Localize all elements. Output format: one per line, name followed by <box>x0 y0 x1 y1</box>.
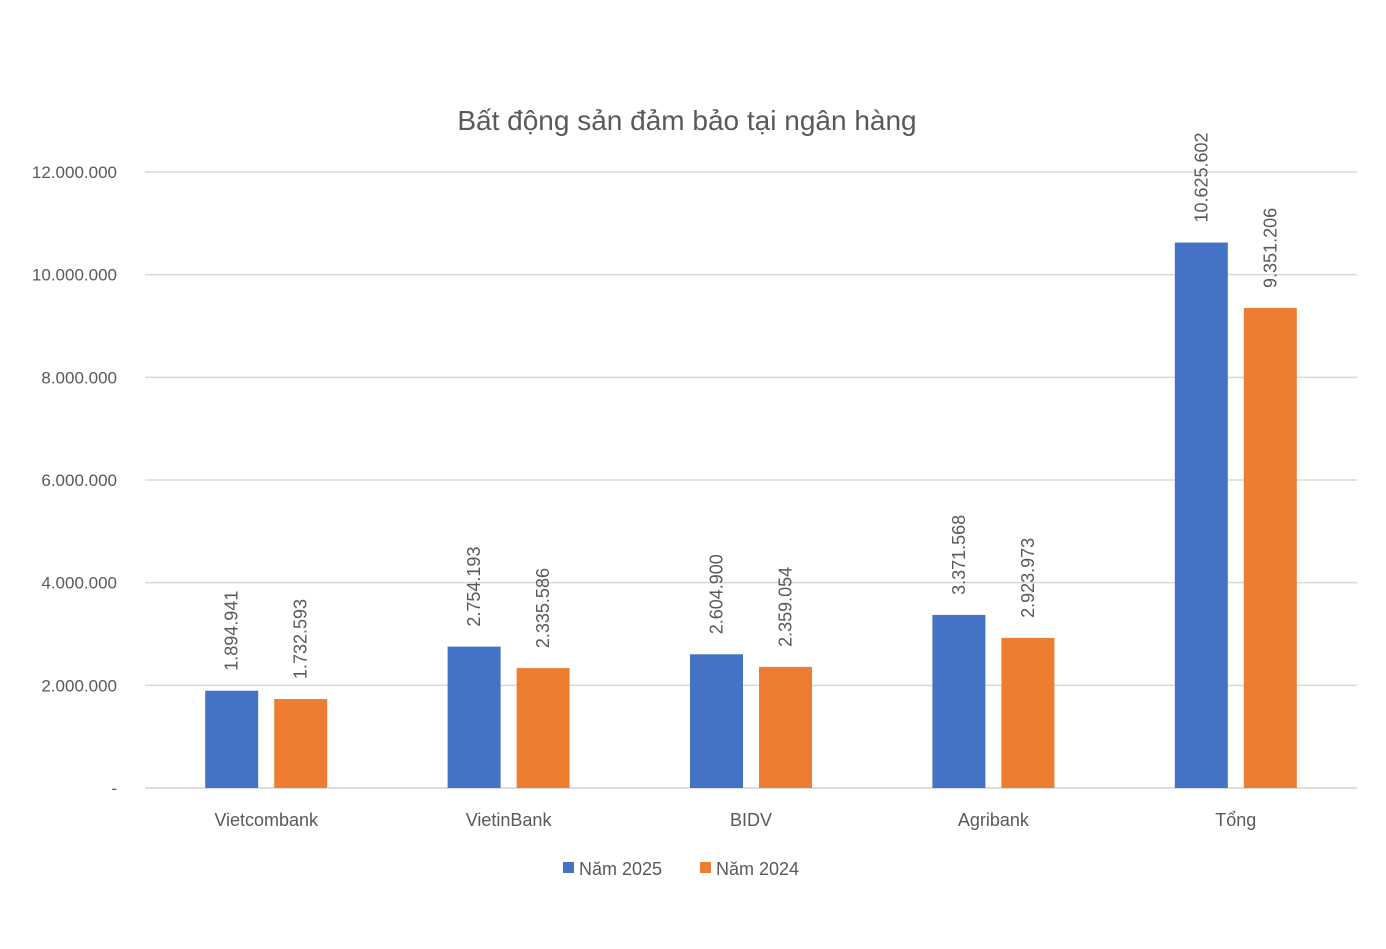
bar <box>932 614 986 788</box>
legend-label: Năm 2025 <box>579 859 662 879</box>
x-tick-label: BIDV <box>730 810 772 830</box>
data-label: 1.894.941 <box>222 591 242 671</box>
data-label: 1.732.593 <box>291 599 311 679</box>
y-tick-label: 10.000.000 <box>32 266 117 285</box>
y-tick-label: - <box>111 779 117 798</box>
data-label: 2.754.193 <box>464 547 484 627</box>
data-label: 2.604.900 <box>707 554 727 634</box>
bar <box>447 646 501 788</box>
chart-title: Bất động sản đảm bảo tại ngân hàng <box>457 105 916 136</box>
bar <box>1174 242 1228 788</box>
x-tick-label: VietinBank <box>466 810 553 830</box>
bar <box>274 699 328 788</box>
bar <box>1243 307 1297 788</box>
x-tick-label: Tổng <box>1215 810 1256 830</box>
y-tick-label: 12.000.000 <box>32 163 117 182</box>
bar <box>205 690 259 788</box>
data-label: 2.359.054 <box>776 567 796 647</box>
bar <box>759 666 812 788</box>
bar <box>516 668 570 788</box>
legend-swatch <box>700 862 711 873</box>
y-tick-label: 8.000.000 <box>41 368 117 387</box>
y-tick-label: 2.000.000 <box>41 676 117 695</box>
y-tick-label: 6.000.000 <box>41 471 117 490</box>
legend-swatch <box>563 862 574 873</box>
data-label: 2.335.586 <box>533 568 553 648</box>
y-tick-label: 4.000.000 <box>41 574 117 593</box>
x-tick-label: Agribank <box>958 810 1030 830</box>
data-label: 3.371.568 <box>949 515 969 595</box>
x-tick-label: Vietcombank <box>214 810 319 830</box>
bar <box>690 654 743 788</box>
legend-label: Năm 2024 <box>716 859 799 879</box>
bar <box>1001 637 1055 788</box>
data-label: 9.351.206 <box>1260 208 1280 288</box>
data-label: 2.923.973 <box>1018 538 1038 618</box>
data-label: 10.625.602 <box>1191 132 1211 222</box>
